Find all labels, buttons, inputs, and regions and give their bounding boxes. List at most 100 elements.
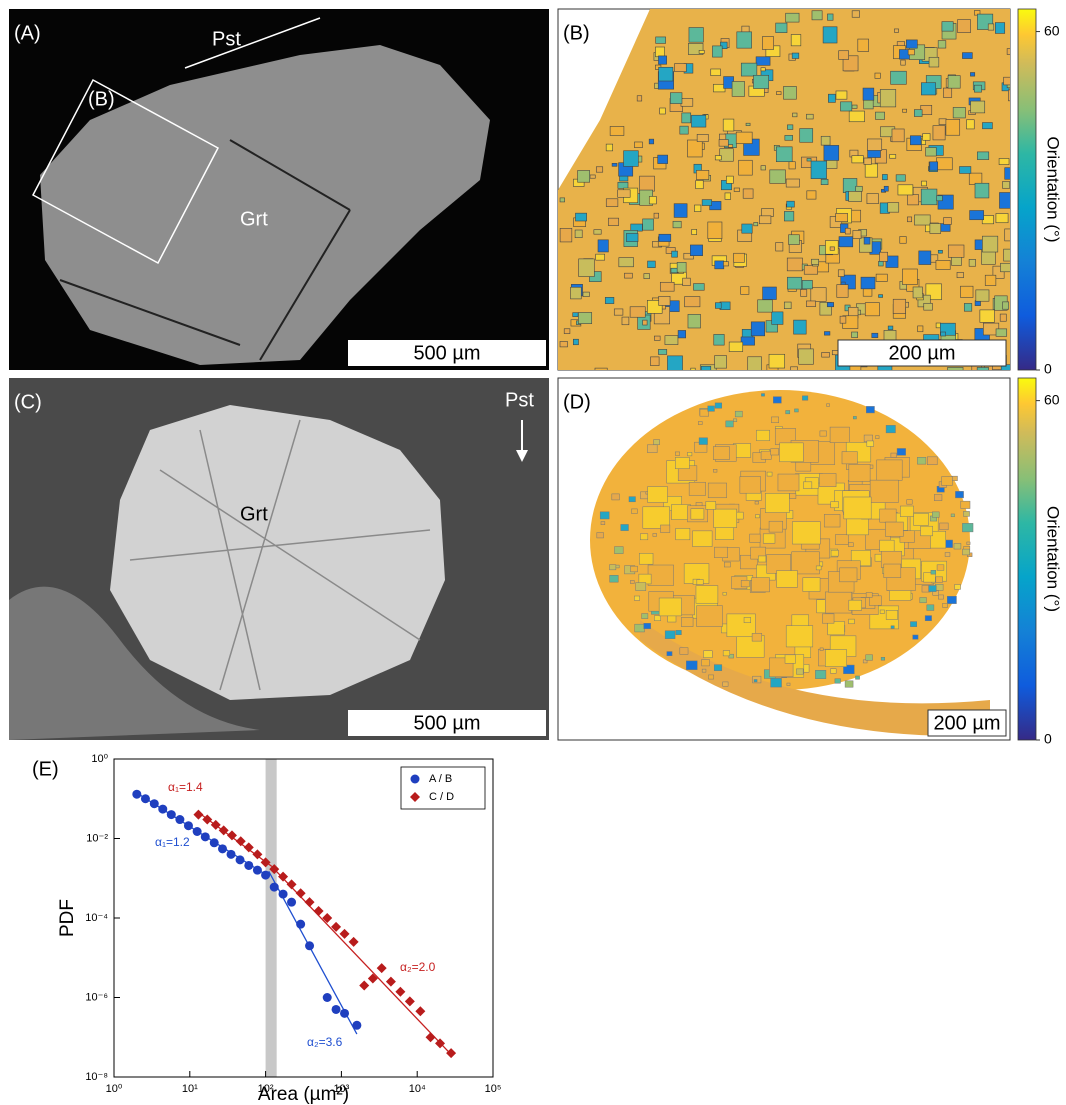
grain xyxy=(727,614,756,637)
grain xyxy=(1004,249,1015,261)
x-tick-label: 10⁰ xyxy=(106,1083,123,1095)
grain xyxy=(655,47,664,57)
data-point xyxy=(193,827,202,836)
grain xyxy=(945,553,950,557)
grain xyxy=(971,101,985,113)
panel-label: (A) xyxy=(14,22,41,44)
grain xyxy=(702,660,710,666)
data-point xyxy=(314,906,324,916)
grain xyxy=(624,273,632,278)
grain xyxy=(980,310,995,322)
grain xyxy=(908,195,919,205)
grain xyxy=(936,323,941,328)
grain xyxy=(610,575,619,582)
grain xyxy=(690,245,702,256)
grain xyxy=(901,60,905,65)
colorbar-tick-label: 0 xyxy=(1044,361,1052,377)
grain xyxy=(921,83,935,95)
grain xyxy=(578,170,590,182)
grain xyxy=(682,113,691,123)
inset-label: (B) xyxy=(88,88,115,110)
grain xyxy=(970,73,974,77)
data-point xyxy=(253,866,262,875)
grain xyxy=(952,476,958,480)
grain xyxy=(914,513,929,525)
grain xyxy=(643,320,647,325)
grain xyxy=(676,630,681,634)
grain xyxy=(893,299,905,313)
grain xyxy=(919,251,931,265)
grain xyxy=(836,91,847,99)
grain xyxy=(583,292,589,297)
grain xyxy=(830,669,836,674)
grain xyxy=(773,397,781,403)
grain xyxy=(636,583,646,591)
grain xyxy=(943,603,948,607)
grain xyxy=(612,494,620,500)
grain xyxy=(771,449,779,455)
grain xyxy=(947,596,956,603)
grain xyxy=(754,222,758,225)
grain xyxy=(734,253,745,262)
annotation: α₂=3.6 xyxy=(307,1035,343,1049)
grain xyxy=(914,215,930,225)
grain xyxy=(836,534,849,544)
grain-map xyxy=(558,9,1020,384)
grain xyxy=(665,336,678,345)
grain xyxy=(648,261,656,268)
grain xyxy=(729,342,743,352)
grain xyxy=(910,622,916,627)
legend-label: C / D xyxy=(429,791,454,803)
grain xyxy=(787,201,795,207)
grain xyxy=(951,514,954,517)
grain xyxy=(700,409,709,416)
grain xyxy=(654,440,660,445)
grain xyxy=(892,129,904,142)
grain xyxy=(734,188,739,191)
grain xyxy=(692,229,697,234)
grain xyxy=(741,337,755,345)
grain xyxy=(845,681,853,687)
y-tick-label: 10⁰ xyxy=(91,753,108,765)
grain xyxy=(900,506,913,517)
grain xyxy=(920,597,927,602)
grain xyxy=(769,354,785,368)
grain xyxy=(792,53,799,58)
grain xyxy=(740,477,761,494)
grain xyxy=(831,502,839,508)
grain xyxy=(907,217,911,222)
grain xyxy=(697,606,723,627)
grain xyxy=(573,339,578,345)
data-point xyxy=(244,842,254,852)
grain xyxy=(918,326,923,332)
grain xyxy=(996,214,1008,223)
grain xyxy=(785,655,796,663)
grain xyxy=(787,277,801,289)
grain xyxy=(835,679,841,683)
grain xyxy=(715,303,721,309)
grain xyxy=(606,199,618,207)
grain xyxy=(827,302,833,306)
grain xyxy=(864,237,870,244)
grain xyxy=(762,37,773,50)
grain xyxy=(654,213,659,218)
grain xyxy=(761,451,771,459)
grain xyxy=(851,210,861,222)
grain xyxy=(677,262,686,272)
grain xyxy=(780,443,804,462)
grain xyxy=(699,438,707,445)
grain xyxy=(840,316,846,323)
grain xyxy=(634,596,639,600)
grain xyxy=(962,549,969,555)
grain xyxy=(689,28,703,43)
grain xyxy=(751,322,764,336)
grain xyxy=(849,111,864,122)
grain xyxy=(815,670,826,678)
x-axis-label: Area (µm²) xyxy=(258,1084,349,1105)
grain xyxy=(776,23,787,33)
grain xyxy=(941,332,946,336)
grain xyxy=(755,515,759,518)
mineral-label: Pst xyxy=(505,389,534,411)
data-point xyxy=(377,963,387,973)
grain xyxy=(708,675,713,679)
